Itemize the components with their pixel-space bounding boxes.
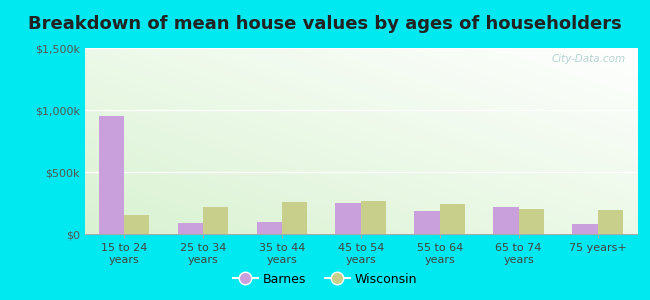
Bar [203, 207, 228, 234]
Bar [282, 202, 307, 234]
Bar [257, 222, 282, 234]
Bar [597, 210, 623, 234]
Bar [124, 215, 150, 234]
Bar [415, 211, 439, 234]
Text: Breakdown of mean house values by ages of householders: Breakdown of mean house values by ages o… [28, 15, 622, 33]
Text: City-Data.com: City-Data.com [552, 54, 626, 64]
Bar [572, 224, 597, 234]
Bar [519, 208, 544, 234]
Bar [493, 207, 519, 234]
Bar [335, 203, 361, 234]
Bar [439, 204, 465, 234]
Legend: Barnes, Wisconsin: Barnes, Wisconsin [227, 268, 422, 291]
Bar [177, 224, 203, 234]
Bar [99, 116, 124, 234]
Bar [361, 201, 386, 234]
